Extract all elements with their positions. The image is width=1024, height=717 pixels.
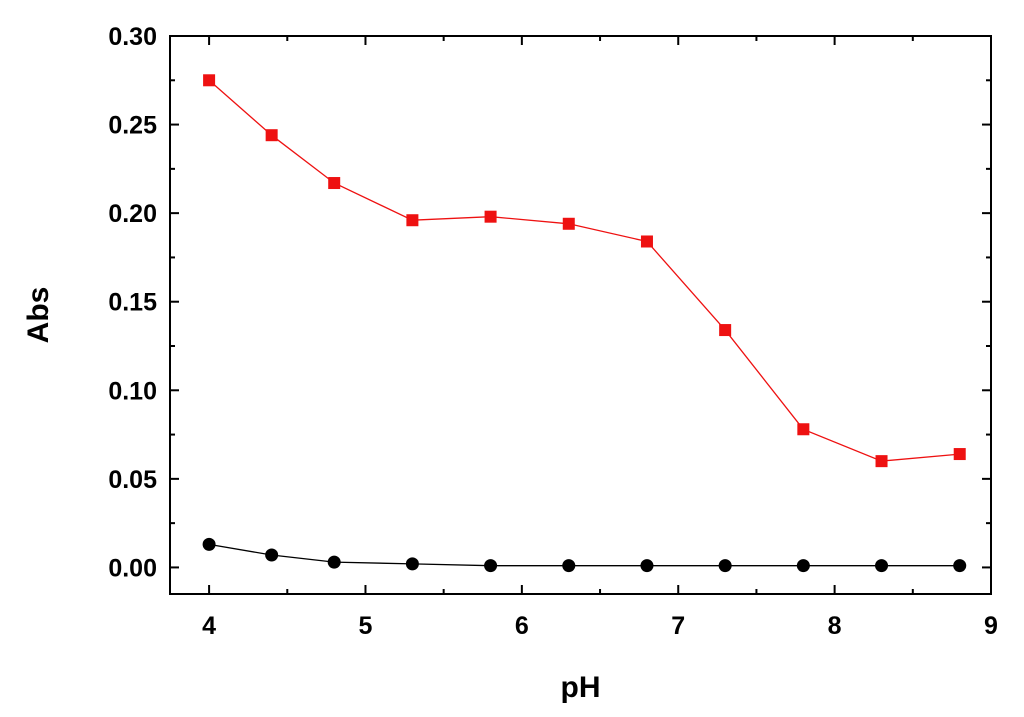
y-tick-label: 0.15 bbox=[108, 289, 157, 317]
data-point-square bbox=[484, 210, 497, 223]
data-point-circle bbox=[718, 559, 732, 573]
series-circle bbox=[202, 537, 967, 573]
series-layer bbox=[202, 74, 967, 573]
x-tick-label: 5 bbox=[359, 612, 373, 640]
series-square bbox=[203, 74, 966, 468]
data-point-square bbox=[640, 235, 653, 248]
data-point-circle bbox=[640, 559, 654, 573]
plot-frame bbox=[169, 35, 992, 595]
data-point-circle bbox=[405, 557, 419, 571]
data-point-circle bbox=[953, 559, 967, 573]
data-point-circle bbox=[562, 559, 576, 573]
data-point-circle bbox=[484, 559, 498, 573]
y-tick-label: 0.30 bbox=[108, 23, 157, 51]
data-point-square bbox=[406, 214, 419, 227]
data-point-square bbox=[328, 177, 341, 190]
data-point-circle bbox=[327, 555, 341, 569]
y-axis-title: Abs bbox=[22, 287, 55, 344]
y-tick-label: 0.00 bbox=[108, 554, 157, 582]
x-axis: 4 5 6 7 8 9 bbox=[202, 36, 998, 640]
data-point-square bbox=[719, 324, 732, 337]
y-tick-label: 0.25 bbox=[108, 112, 157, 140]
data-point-square bbox=[203, 74, 216, 87]
data-point-square bbox=[562, 217, 575, 230]
data-point-circle bbox=[796, 559, 810, 573]
data-point-square bbox=[265, 129, 278, 142]
y-tick-label: 0.10 bbox=[108, 377, 157, 405]
x-tick-label: 4 bbox=[202, 612, 216, 640]
data-point-circle bbox=[202, 537, 216, 551]
data-point-square bbox=[953, 448, 966, 461]
x-tick-label: 9 bbox=[984, 612, 998, 640]
data-point-square bbox=[875, 455, 888, 468]
y-tick-label: 0.20 bbox=[108, 200, 157, 228]
data-point-circle bbox=[265, 548, 279, 562]
data-point-square bbox=[797, 423, 810, 436]
y-axis: 0.00 0.05 0.10 0.15 0.20 0.25 0.30 bbox=[108, 23, 991, 582]
data-point-circle bbox=[875, 559, 889, 573]
x-axis-title: pH bbox=[561, 671, 601, 704]
x-tick-label: 6 bbox=[515, 612, 529, 640]
x-tick-label: 8 bbox=[828, 612, 842, 640]
x-tick-label: 7 bbox=[671, 612, 685, 640]
y-tick-label: 0.05 bbox=[108, 466, 157, 494]
